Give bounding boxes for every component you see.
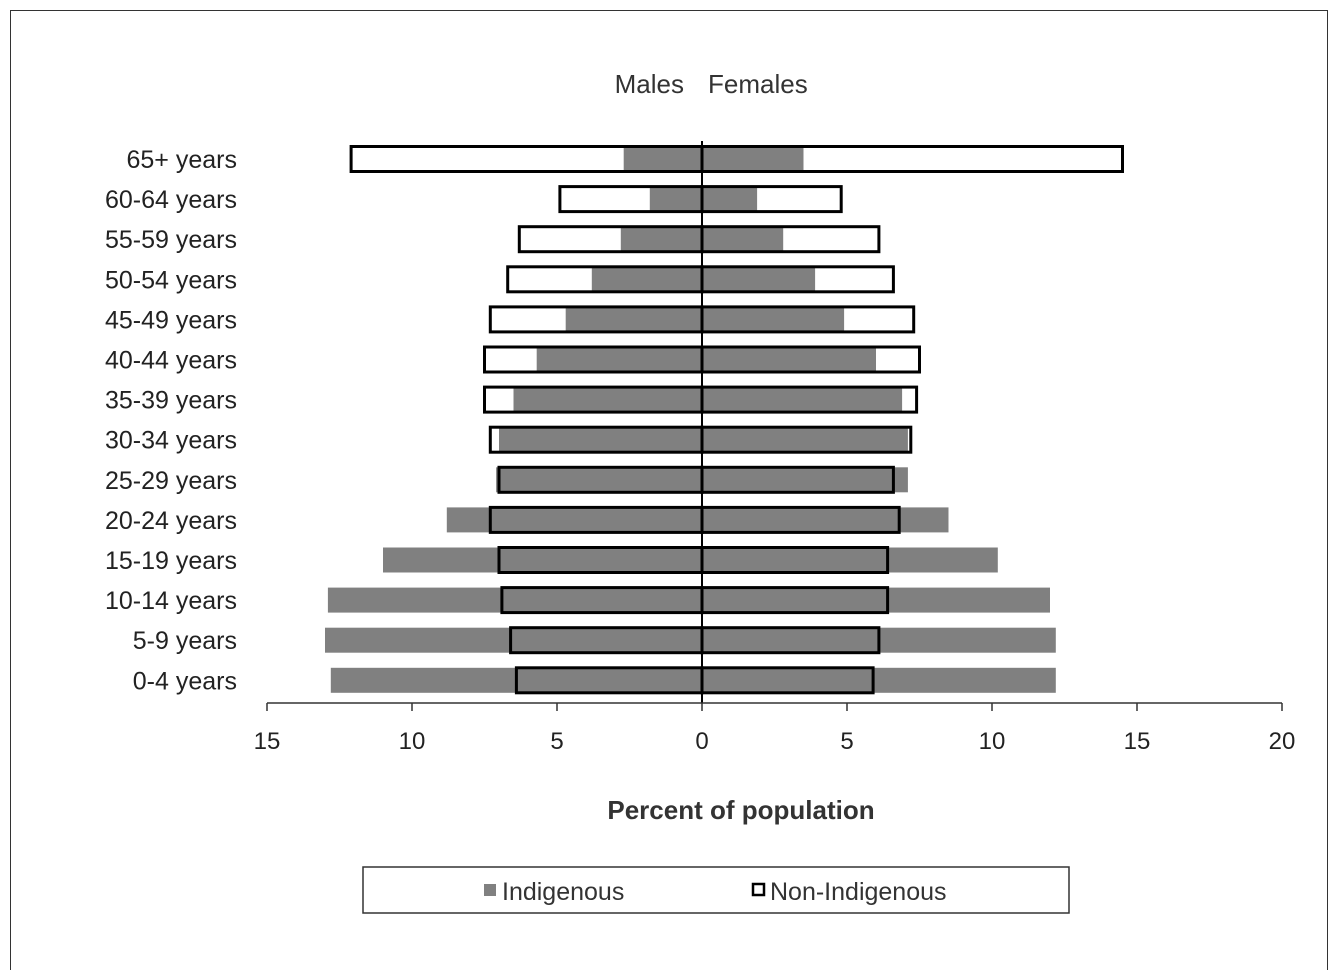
category-label-15-19-years: 15-19 years — [105, 547, 237, 575]
legend-swatch-indigenous — [484, 884, 496, 896]
bar-indigenous-female-25-29-years — [702, 467, 908, 493]
bar-indigenous-female-55-59-years — [702, 226, 784, 252]
x-tick-label: 0 — [695, 728, 708, 755]
category-label-35-39-years: 35-39 years — [105, 387, 237, 415]
category-labels: 65+ years 60-64 years 55-59 years 50-54 yea… — [105, 146, 237, 695]
bar-indigenous-female-45-49-years — [702, 306, 845, 332]
category-label-65-years: 65+ years — [127, 146, 238, 174]
x-tick-label: 10 — [979, 728, 1006, 755]
bar-indigenous-male-60-64-years — [649, 186, 702, 212]
bar-indigenous-female-30-34-years — [702, 427, 908, 453]
chart-frame: Males Females 65+ years 60-64 years 55-59 … — [10, 10, 1328, 970]
category-label-60-64-years: 60-64 years — [105, 186, 237, 214]
bar-indigenous-female-35-39-years — [702, 387, 903, 413]
category-label-20-24-years: 20-24 years — [105, 507, 237, 535]
bar-indigenous-male-45-49-years — [565, 306, 702, 332]
bar-indigenous-female-20-24-years — [702, 507, 949, 533]
legend-label-non-indigenous: Non-Indigenous — [770, 878, 947, 906]
legend-swatch-non-indigenous — [751, 882, 766, 897]
x-tick-label: 10 — [399, 728, 426, 755]
bar-indigenous-female-10-14-years — [702, 587, 1050, 613]
bar-indigenous-female-65-years — [702, 146, 804, 172]
x-tick-label: 5 — [550, 728, 563, 755]
bar-indigenous-male-55-59-years — [620, 226, 702, 252]
category-label-25-29-years: 25-29 years — [105, 467, 237, 495]
category-label-10-14-years: 10-14 years — [105, 587, 237, 615]
x-tick-label: 15 — [254, 728, 281, 755]
legend-label-indigenous: Indigenous — [502, 878, 624, 906]
bar-indigenous-male-30-34-years — [499, 427, 702, 453]
x-tick-label: 20 — [1269, 728, 1296, 755]
bar-indigenous-female-40-44-years — [702, 347, 876, 372]
legend-box — [362, 866, 1070, 914]
bar-indigenous-male-50-54-years — [591, 266, 702, 292]
legend: Indigenous Non-Indigenous — [362, 866, 1070, 914]
bar-indigenous-female-60-64-years — [702, 186, 758, 212]
males-side-label: Males — [615, 69, 684, 99]
bar-indigenous-male-25-29-years — [496, 467, 702, 493]
bar-indigenous-female-0-4-years — [702, 667, 1056, 693]
females-side-label: Females — [708, 69, 808, 99]
category-label-0-4-years: 0-4 years — [133, 667, 237, 695]
bar-indigenous-female-50-54-years — [702, 266, 816, 292]
category-label-5-9-years: 5-9 years — [133, 627, 237, 655]
bar-indigenous-male-10-14-years — [327, 587, 702, 613]
bar-indigenous-male-20-24-years — [446, 507, 702, 533]
category-label-55-59-years: 55-59 years — [105, 226, 237, 254]
bar-indigenous-female-15-19-years — [702, 547, 998, 573]
x-axis: 15 10 5 0 5 10 15 20 — [254, 702, 1296, 755]
bar-indigenous-male-65-years — [623, 146, 702, 172]
bar-indigenous-male-5-9-years — [325, 627, 702, 653]
x-tick-label: 15 — [1124, 728, 1151, 755]
bar-indigenous-male-35-39-years — [513, 387, 702, 413]
bar-indigenous-male-15-19-years — [383, 547, 702, 573]
category-label-45-49-years: 45-49 years — [105, 306, 237, 334]
x-tick-label: 5 — [840, 728, 853, 755]
bar-indigenous-male-40-44-years — [536, 347, 702, 372]
category-label-40-44-years: 40-44 years — [105, 347, 237, 375]
bars-layer — [325, 141, 1124, 703]
x-axis-title: Percent of population — [607, 795, 874, 825]
population-pyramid-chart: Males Females 65+ years 60-64 years 55-59 … — [105, 69, 1296, 914]
category-label-50-54-years: 50-54 years — [105, 266, 237, 294]
category-label-30-34-years: 30-34 years — [105, 427, 237, 455]
